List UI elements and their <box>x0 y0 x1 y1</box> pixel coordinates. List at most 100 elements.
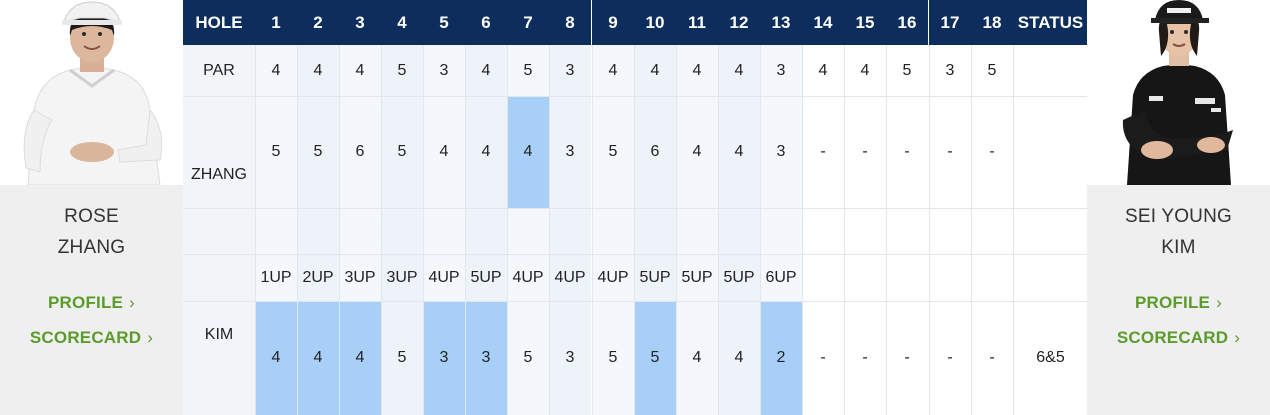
player-name-left: ROSE ZHANG <box>0 201 183 263</box>
column-divider <box>844 45 845 415</box>
hole-number-header: 3 <box>339 0 381 45</box>
profile-link-left[interactable]: PROFILE › <box>0 293 183 313</box>
par-value: 5 <box>902 61 912 79</box>
par-value: 4 <box>271 61 281 79</box>
final-status: 6&5 <box>1036 349 1065 366</box>
hole-number-header: 5 <box>423 0 465 45</box>
zhang-score: 5 <box>271 143 281 160</box>
column-divider <box>465 45 466 415</box>
player-photo-kim-figure <box>1087 0 1270 185</box>
player-plate-left: ROSE ZHANG PROFILE › SCORECARD › <box>0 185 183 415</box>
kim-score: 5 <box>523 349 533 366</box>
match-status: 5UP <box>723 268 755 286</box>
par-value: 3 <box>945 61 955 79</box>
zhang-score: 6 <box>355 143 365 160</box>
match-status: 4UP <box>512 268 544 286</box>
match-status: 1UP <box>260 268 292 286</box>
profile-link-right-label[interactable]: PROFILE <box>1135 293 1211 312</box>
hole-column-bg <box>886 45 928 415</box>
match-status: 6UP <box>765 268 797 286</box>
chevron-right-icon: › <box>147 328 154 347</box>
row-label-column-bg <box>183 45 255 415</box>
column-divider <box>381 45 382 415</box>
zhang-score: 5 <box>608 143 618 160</box>
player-panel-left: ROSE ZHANG PROFILE › SCORECARD › <box>0 0 183 415</box>
zhang-score: - <box>820 143 826 160</box>
par-value: 4 <box>481 61 491 79</box>
zhang-score: 4 <box>507 96 549 208</box>
column-divider <box>507 45 508 415</box>
hole-column-bg <box>718 45 760 415</box>
row-divider <box>183 96 1088 97</box>
row-divider <box>183 254 1088 255</box>
hole-number-header: 1 <box>255 0 297 45</box>
profile-link-right[interactable]: PROFILE › <box>1087 293 1270 313</box>
kim-score: 5 <box>397 349 407 366</box>
scorecard-link-left-label[interactable]: SCORECARD <box>29 328 142 347</box>
match-status <box>802 254 844 301</box>
column-divider <box>423 45 424 415</box>
match-status: 4UP <box>554 268 586 286</box>
kim-score: 3 <box>565 349 575 366</box>
kim-score: 4 <box>692 349 702 366</box>
player-panel-right: SEI YOUNG KIM PROFILE › SCORECARD › <box>1087 0 1270 415</box>
row-divider <box>183 301 1088 302</box>
par-value: 4 <box>313 61 323 79</box>
player-photo-zhang-figure <box>0 0 183 185</box>
zhang-score: 5 <box>397 143 407 160</box>
column-divider <box>802 45 803 415</box>
scorecard-link-right[interactable]: SCORECARD › <box>1087 328 1270 348</box>
hole-number-header: 6 <box>465 0 507 45</box>
kim-score: 5 <box>634 301 676 415</box>
hole-column-bg <box>676 45 718 415</box>
scorecard-link-left[interactable]: SCORECARD › <box>0 328 183 348</box>
match-status: 5UP <box>639 268 671 286</box>
par-value: 4 <box>860 61 870 79</box>
zhang-score: 4 <box>734 143 744 160</box>
zhang-score: - <box>947 143 953 160</box>
hole-column-bg <box>844 45 886 415</box>
zhang-score: 6 <box>650 143 660 160</box>
zhang-score: 4 <box>692 143 702 160</box>
column-divider <box>676 45 677 415</box>
profile-link-left-label[interactable]: PROFILE <box>48 293 124 312</box>
column-divider <box>255 45 256 415</box>
kim-score: - <box>862 349 868 366</box>
hole-number-header: 18 <box>971 0 1013 45</box>
par-value: 5 <box>987 61 997 79</box>
par-value: 3 <box>439 61 449 79</box>
par-value: 4 <box>650 61 660 79</box>
zhang-score: 3 <box>776 143 786 160</box>
match-status <box>971 254 1013 301</box>
hole-number-header: 15 <box>844 0 886 45</box>
par-value: 4 <box>818 61 828 79</box>
kim-score: - <box>820 349 826 366</box>
kim-score: - <box>904 349 910 366</box>
match-status: 3UP <box>386 268 418 286</box>
zhang-score: - <box>904 143 910 160</box>
kim-score: 4 <box>255 301 297 415</box>
match-status <box>929 254 971 301</box>
player-plate-right: SEI YOUNG KIM PROFILE › SCORECARD › <box>1087 185 1270 415</box>
column-divider <box>339 45 340 415</box>
par-value: 3 <box>776 61 786 79</box>
zhang-score: - <box>862 143 868 160</box>
column-divider <box>1013 45 1014 415</box>
zhang-score: 4 <box>439 143 449 160</box>
scorecard-link-right-label[interactable]: SCORECARD <box>1116 328 1229 347</box>
kim-score: 2 <box>760 301 802 415</box>
kim-score: 5 <box>608 349 618 366</box>
column-divider <box>592 45 593 415</box>
match-status: 3UP <box>344 268 376 286</box>
hole-number-header: 14 <box>802 0 844 45</box>
hole-number-header: 12 <box>718 0 760 45</box>
hole-number-header: 4 <box>381 0 423 45</box>
kim-label: KIM <box>204 325 234 343</box>
match-status <box>844 254 886 301</box>
hole-header: HOLE <box>183 0 255 45</box>
column-divider <box>886 45 887 415</box>
player-name-right-line2: KIM <box>1161 237 1196 258</box>
column-divider <box>549 45 550 415</box>
match-status <box>886 254 928 301</box>
hole-number-header: 13 <box>760 0 802 45</box>
